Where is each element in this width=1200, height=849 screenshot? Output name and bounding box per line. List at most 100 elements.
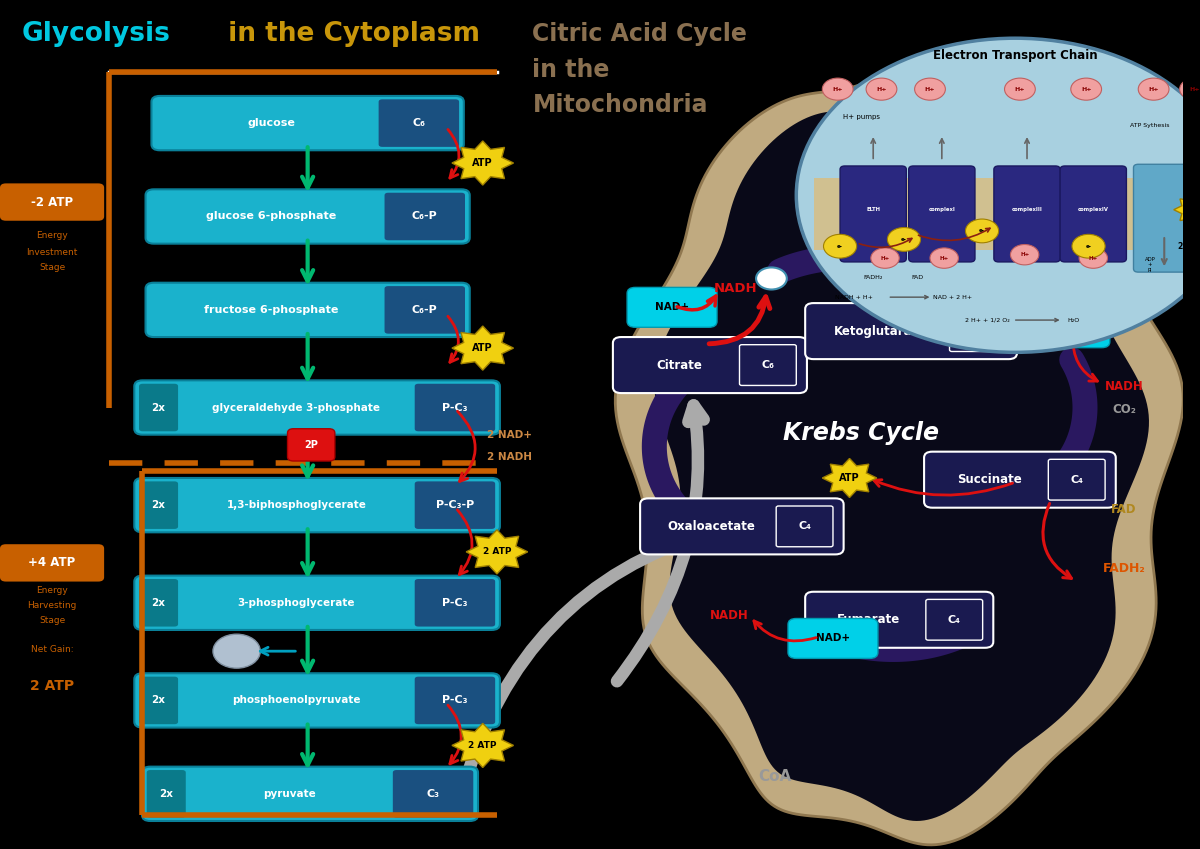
Circle shape: [914, 78, 946, 100]
Text: fructose 6-phosphate: fructose 6-phosphate: [204, 305, 338, 315]
Text: P-C₃: P-C₃: [442, 598, 468, 608]
Text: H+: H+: [876, 87, 887, 92]
Text: 2x: 2x: [151, 598, 166, 608]
Text: C₆-P: C₆-P: [412, 211, 438, 222]
Circle shape: [1072, 234, 1105, 258]
Text: H+ pumps: H+ pumps: [842, 114, 880, 121]
FancyBboxPatch shape: [415, 481, 496, 529]
Text: NADH: NADH: [714, 282, 757, 295]
FancyBboxPatch shape: [384, 286, 464, 334]
Text: Stage: Stage: [38, 616, 65, 626]
Text: C₄: C₄: [798, 521, 811, 531]
FancyBboxPatch shape: [139, 384, 178, 431]
FancyBboxPatch shape: [142, 767, 478, 821]
Polygon shape: [822, 458, 877, 498]
FancyBboxPatch shape: [415, 384, 496, 431]
Text: 2x: 2x: [160, 789, 173, 799]
FancyBboxPatch shape: [994, 166, 1060, 262]
Text: Succinate: Succinate: [956, 473, 1021, 486]
Text: in the: in the: [533, 58, 610, 82]
Text: complexIV: complexIV: [1078, 207, 1109, 212]
Text: ELTH: ELTH: [866, 207, 881, 212]
Text: e-: e-: [838, 244, 844, 249]
Text: Krebs Cycle: Krebs Cycle: [784, 421, 940, 445]
Text: 1,3-biphosphoglycerate: 1,3-biphosphoglycerate: [227, 500, 366, 510]
FancyBboxPatch shape: [415, 677, 496, 724]
Circle shape: [212, 634, 260, 668]
FancyBboxPatch shape: [1134, 165, 1195, 273]
Polygon shape: [616, 64, 1183, 845]
Circle shape: [823, 234, 857, 258]
Text: H+: H+: [925, 87, 935, 92]
FancyBboxPatch shape: [814, 178, 1200, 250]
Text: glucose: glucose: [247, 118, 295, 128]
Text: Fumarate: Fumarate: [836, 613, 900, 627]
FancyBboxPatch shape: [145, 189, 469, 244]
Text: ADP
+
Pi: ADP + Pi: [1145, 256, 1156, 273]
Circle shape: [1070, 78, 1102, 100]
Text: C₃: C₃: [426, 789, 439, 799]
FancyBboxPatch shape: [908, 166, 974, 262]
Text: H+: H+: [1148, 87, 1159, 92]
Circle shape: [866, 78, 896, 100]
FancyBboxPatch shape: [0, 183, 104, 221]
Text: 3-phosphoglycerate: 3-phosphoglycerate: [238, 598, 355, 608]
Polygon shape: [653, 93, 1150, 822]
Text: -2 ATP: -2 ATP: [31, 195, 73, 209]
Text: C₅: C₅: [972, 326, 984, 336]
Text: NAD+: NAD+: [655, 302, 689, 312]
FancyBboxPatch shape: [739, 345, 797, 385]
Text: Stage: Stage: [38, 263, 65, 273]
Text: complexIII: complexIII: [1012, 207, 1043, 212]
Text: phosphoenolpyruvate: phosphoenolpyruvate: [232, 695, 361, 706]
Circle shape: [966, 219, 998, 243]
Text: NADH: NADH: [709, 609, 749, 622]
Text: H+: H+: [881, 256, 889, 261]
Text: ATP: ATP: [1188, 206, 1200, 213]
Text: Electron Transport Chain: Electron Transport Chain: [932, 48, 1098, 62]
Text: 2 NADH: 2 NADH: [487, 452, 533, 462]
Text: complexI: complexI: [929, 207, 955, 212]
FancyBboxPatch shape: [415, 579, 496, 627]
FancyBboxPatch shape: [134, 673, 500, 728]
Text: C₆: C₆: [413, 118, 425, 128]
Text: Citrate: Citrate: [656, 358, 702, 372]
Circle shape: [797, 38, 1200, 352]
Polygon shape: [1174, 194, 1200, 225]
Text: 2x: 2x: [151, 695, 166, 706]
FancyBboxPatch shape: [392, 770, 473, 818]
FancyBboxPatch shape: [640, 498, 844, 554]
Circle shape: [1079, 248, 1108, 268]
Circle shape: [871, 248, 899, 268]
Text: +4 ATP: +4 ATP: [29, 556, 76, 570]
Circle shape: [1004, 78, 1036, 100]
Text: Net Gain:: Net Gain:: [31, 645, 73, 655]
FancyBboxPatch shape: [788, 618, 878, 659]
FancyBboxPatch shape: [924, 452, 1116, 508]
Polygon shape: [452, 326, 514, 370]
Text: Ketoglutarate: Ketoglutarate: [834, 324, 926, 338]
Text: H+: H+: [1015, 87, 1025, 92]
Text: H+: H+: [1088, 256, 1098, 261]
Text: NAD+: NAD+: [816, 633, 850, 644]
Text: H+: H+: [1189, 87, 1200, 92]
Text: C₄: C₄: [1070, 475, 1084, 485]
FancyBboxPatch shape: [949, 311, 1007, 351]
Text: H+: H+: [1081, 87, 1092, 92]
Text: 2 ATP: 2 ATP: [30, 679, 74, 693]
Text: e-: e-: [979, 228, 985, 233]
FancyBboxPatch shape: [613, 337, 806, 393]
Text: 2 NAD+: 2 NAD+: [487, 430, 533, 440]
Text: 2 H+ + 1/2 O₂: 2 H+ + 1/2 O₂: [965, 318, 1009, 323]
Text: FADH₂: FADH₂: [864, 275, 883, 280]
Text: 2 ATP: 2 ATP: [468, 741, 497, 750]
Text: CO₂: CO₂: [1112, 402, 1136, 416]
Circle shape: [888, 228, 920, 251]
Text: C₄: C₄: [948, 615, 961, 625]
Text: P-C₃-P: P-C₃-P: [436, 500, 474, 510]
Text: FAD: FAD: [911, 275, 923, 280]
Text: H+: H+: [833, 87, 842, 92]
Circle shape: [1180, 78, 1200, 100]
Text: H+: H+: [940, 256, 949, 261]
Text: H+: H+: [1020, 252, 1030, 257]
